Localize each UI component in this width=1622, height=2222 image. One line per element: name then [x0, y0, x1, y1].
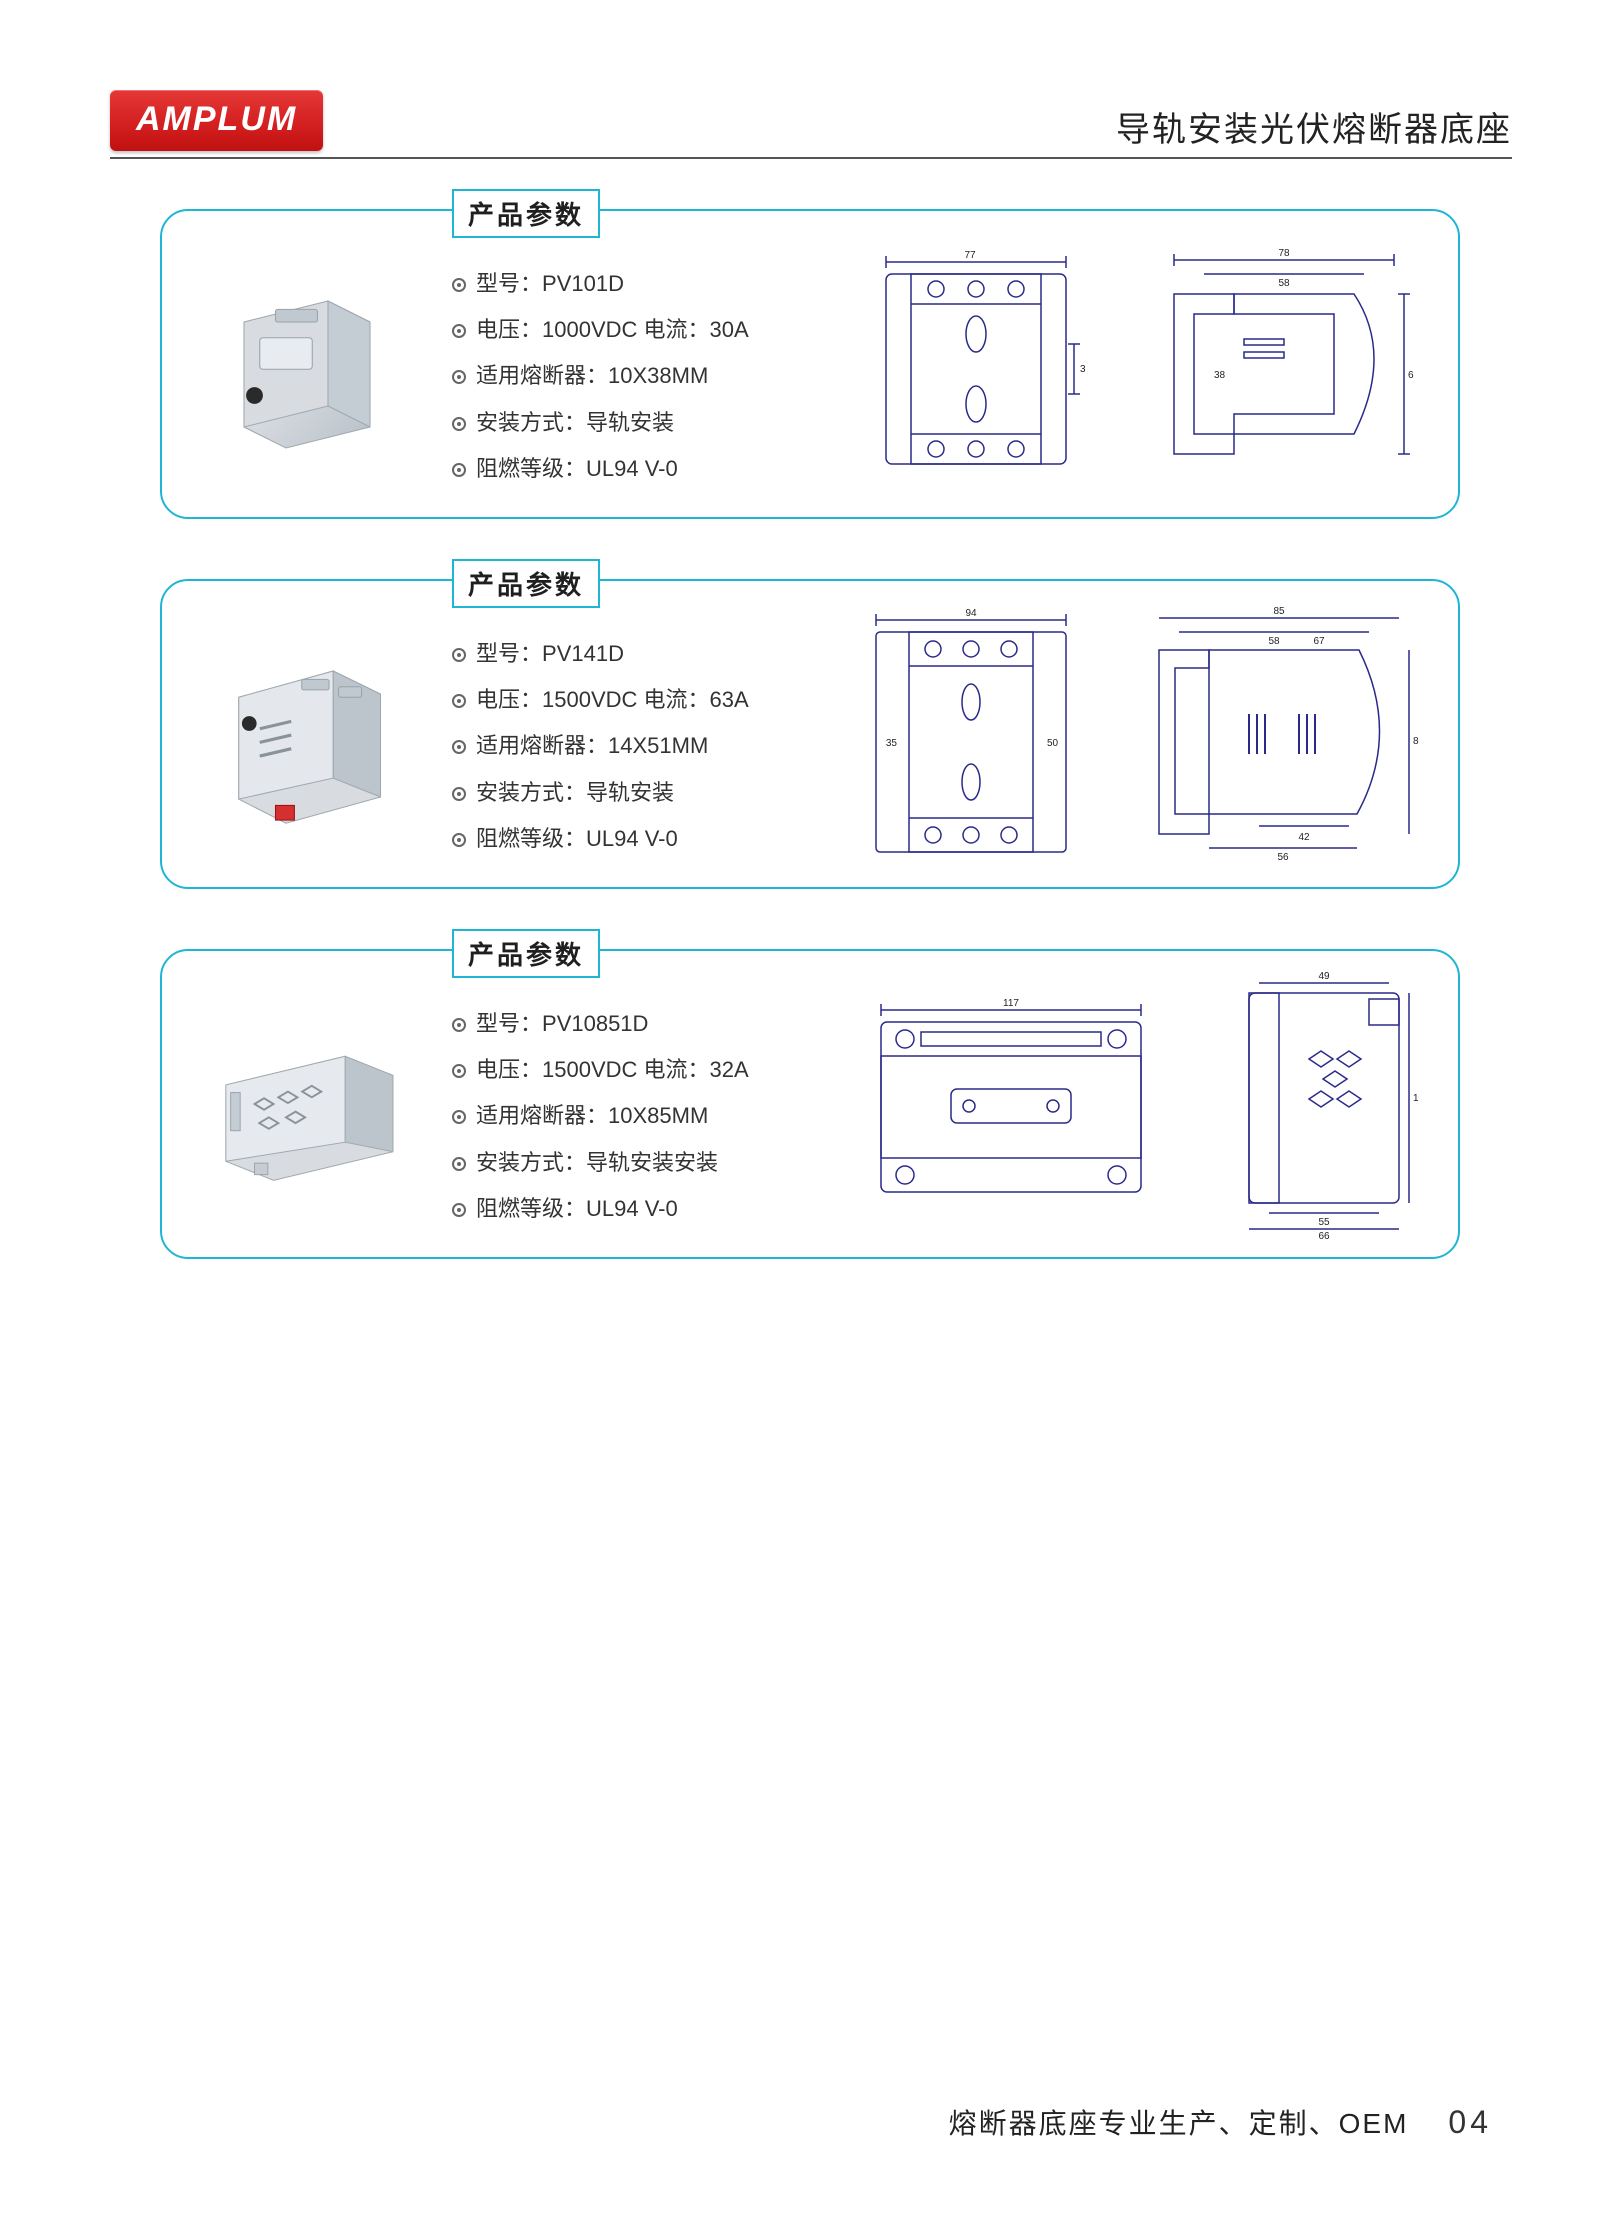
svg-text:58: 58 [1278, 278, 1290, 289]
svg-text:66: 66 [1318, 1231, 1330, 1239]
svg-text:85: 85 [1273, 606, 1285, 617]
product-image-1 [162, 211, 452, 517]
front-view-drawing-icon: 117 [861, 994, 1161, 1214]
spec-row: 适用熔断器：14X51MM [452, 723, 812, 769]
spec-row: 型号：PV101D [452, 261, 812, 307]
spec-row: 安装方式：导轨安装 [452, 400, 812, 446]
spec-row: 型号：PV141D [452, 631, 812, 677]
drawings-2: 94 35 50 85 58 [822, 581, 1458, 887]
svg-text:35: 35 [1080, 364, 1086, 375]
svg-text:50: 50 [1047, 738, 1059, 749]
spec-list-2: 型号：PV141D 电压：1500VDC 电流：63A 适用熔断器：14X51M… [452, 581, 822, 887]
drawings-3: 117 49 [822, 951, 1458, 1257]
svg-text:38: 38 [1214, 370, 1226, 381]
front-view-drawing-icon: 94 35 50 [861, 604, 1081, 864]
side-view-drawing-icon: 78 58 63 38 [1154, 244, 1414, 484]
product-image-2 [162, 581, 452, 887]
page-number: 04 [1448, 2104, 1492, 2141]
footer-text: 熔断器底座专业生产、定制、OEM [949, 2102, 1409, 2142]
brand-badge: AMPLUM [110, 90, 323, 151]
product-image-3 [162, 951, 452, 1257]
card-tab: 产品参数 [452, 559, 600, 608]
spec-row: 电压：1500VDC 电流：32A [452, 1047, 812, 1093]
svg-text:35: 35 [886, 738, 898, 749]
side-view-drawing-icon: 49 100.5 55 66 [1219, 969, 1419, 1239]
spec-list-1: 型号：PV101D 电压：1000VDC 电流：30A 适用熔断器：10X38M… [452, 211, 822, 517]
svg-text:55: 55 [1318, 1217, 1330, 1228]
spec-row: 型号：PV10851D [452, 1001, 812, 1047]
svg-text:100.5: 100.5 [1413, 1093, 1419, 1104]
card-tab: 产品参数 [452, 929, 600, 978]
svg-text:67: 67 [1313, 636, 1325, 647]
spec-list-3: 型号：PV10851D 电压：1500VDC 电流：32A 适用熔断器：10X8… [452, 951, 822, 1257]
spec-row: 安装方式：导轨安装安装 [452, 1140, 812, 1186]
svg-text:80: 80 [1413, 736, 1419, 747]
spec-row: 电压：1000VDC 电流：30A [452, 307, 812, 353]
product-illustration-icon [202, 999, 412, 1209]
svg-text:58: 58 [1268, 636, 1280, 647]
product-illustration-icon [202, 259, 412, 469]
svg-text:56: 56 [1277, 852, 1289, 863]
page-header: AMPLUM 导轨安装光伏熔断器底座 [110, 90, 1512, 159]
svg-text:117: 117 [1003, 998, 1019, 1009]
page-footer: 熔断器底座专业生产、定制、OEM 04 [949, 2102, 1492, 2142]
product-card-3: 产品参数 型号：PV10851D 电压：1500VDC 电流：32A [160, 949, 1460, 1259]
svg-text:63: 63 [1408, 370, 1414, 381]
spec-row: 阻燃等级：UL94 V-0 [452, 446, 812, 492]
product-card-2: 产品参数 型号：PV141D 电压：1500VDC 电流：63A 适用熔断器：1… [160, 579, 1460, 889]
svg-text:94: 94 [965, 608, 977, 619]
spec-row: 适用熔断器：10X38MM [452, 353, 812, 399]
spec-row: 阻燃等级：UL94 V-0 [452, 1186, 812, 1232]
product-illustration-icon [202, 629, 412, 839]
svg-text:42: 42 [1298, 832, 1310, 843]
card-tab: 产品参数 [452, 189, 600, 238]
front-view-drawing-icon: 77 35 [866, 244, 1086, 484]
spec-row: 安装方式：导轨安装 [452, 770, 812, 816]
spec-row: 适用熔断器：10X85MM [452, 1093, 812, 1139]
page-title: 导轨安装光伏熔断器底座 [1116, 102, 1512, 151]
side-view-drawing-icon: 85 58 67 80 42 56 [1139, 604, 1419, 864]
svg-text:77: 77 [964, 250, 976, 261]
drawings-1: 77 35 78 [822, 211, 1458, 517]
svg-text:49: 49 [1318, 971, 1330, 982]
spec-row: 电压：1500VDC 电流：63A [452, 677, 812, 723]
product-card-1: 产品参数 型号：PV101D 电压：1000VDC 电流：30A 适用熔断器：1… [160, 209, 1460, 519]
svg-text:78: 78 [1278, 248, 1290, 259]
spec-row: 阻燃等级：UL94 V-0 [452, 816, 812, 862]
